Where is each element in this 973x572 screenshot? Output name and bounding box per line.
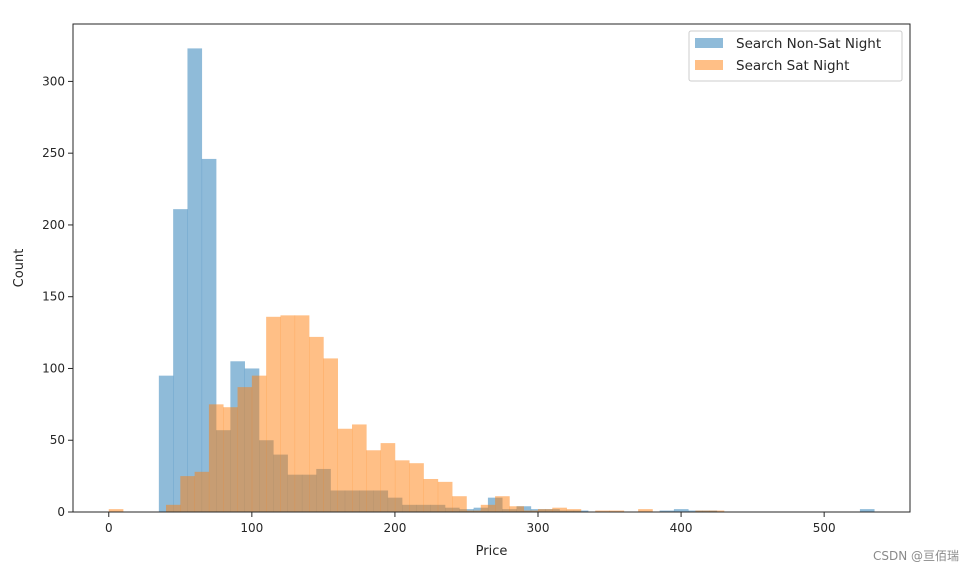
bar-non-sat-night-385: [659, 510, 675, 512]
y-axis-label: Count: [12, 249, 27, 288]
bar-sat-night-270: [495, 496, 510, 512]
bar-sat-night-40: [166, 504, 181, 512]
y-tick-label-50: 50: [50, 433, 65, 447]
bar-sat-night-410: [695, 510, 710, 512]
bar-sat-night-170: [352, 424, 367, 512]
y-axis-ticks: 0 50 100 150 200 250 300: [42, 74, 73, 519]
x-tick-label-200: 200: [383, 521, 406, 535]
legend-label-non-sat-night: Search Non-Sat Night: [736, 36, 881, 52]
bar-sat-night-280: [509, 506, 524, 512]
bar-sat-night-190: [380, 443, 396, 512]
bar-sat-night-130: [294, 315, 310, 512]
legend-label-sat-night: Search Sat Night: [736, 58, 849, 74]
bar-sat-night-90: [237, 387, 253, 512]
bar-sat-night-370: [638, 509, 653, 512]
y-tick-label-300: 300: [42, 74, 65, 88]
watermark: CSDN @亘佰瑞: [872, 549, 959, 563]
x-tick-label-300: 300: [527, 521, 550, 535]
bar-non-sat-night-55: [187, 48, 203, 513]
bar-non-sat-night-45: [173, 209, 188, 512]
bar-sat-night-120: [280, 315, 296, 512]
x-axis-label: Price: [476, 544, 508, 559]
plot-area-frame: [72, 23, 911, 513]
x-axis-ticks: 0 100 200 300 400 500: [105, 512, 836, 535]
bar-sat-night-140: [309, 336, 324, 512]
bar-sat-night-50: [180, 476, 195, 512]
bar-sat-night-290: [523, 510, 539, 512]
bar-sat-night-300: [538, 509, 553, 512]
legend: Search Non-Sat Night Search Sat Night: [688, 30, 903, 82]
y-tick-label-150: 150: [42, 290, 65, 304]
bar-sat-night-210: [409, 463, 424, 512]
bar-sat-night-180: [366, 450, 381, 512]
bar-sat-night-150: [323, 358, 338, 512]
x-tick-label-500: 500: [813, 521, 836, 535]
y-tick-label-100: 100: [42, 361, 65, 375]
bar-sat-night-160: [337, 428, 353, 512]
legend-swatch-non-sat-night: [695, 38, 723, 48]
x-tick-label-100: 100: [240, 521, 263, 535]
y-tick-label-0: 0: [57, 505, 65, 519]
x-tick-label-400: 400: [670, 521, 693, 535]
bar-non-sat-night-525: [859, 509, 875, 512]
bar-sat-night-340: [595, 510, 610, 512]
bar-sat-night-310: [552, 507, 567, 512]
bar-sat-night-100: [251, 375, 267, 512]
bar-sat-night-110: [266, 316, 281, 512]
bar-sat-night-0: [108, 509, 124, 512]
bar-sat-night-420: [709, 510, 725, 512]
bar-sat-night-240: [452, 496, 467, 512]
y-tick-label-250: 250: [42, 146, 65, 160]
bar-sat-night-320: [566, 509, 582, 512]
bar-sat-night-60: [194, 471, 210, 512]
legend-box: [688, 30, 903, 82]
legend-swatch-sat-night: [695, 60, 723, 70]
bar-sat-night-220: [423, 478, 439, 512]
bar-sat-night-230: [437, 481, 453, 512]
bar-sat-night-80: [223, 407, 238, 512]
series-sat-night-bars: [108, 315, 725, 512]
bar-sat-night-250: [466, 510, 482, 512]
bar-non-sat-night-395: [673, 509, 689, 512]
bar-sat-night-200: [394, 460, 410, 512]
bar-sat-night-350: [609, 510, 625, 512]
bar-sat-night-260: [480, 504, 496, 512]
bar-sat-night-70: [208, 404, 224, 512]
y-tick-label-200: 200: [42, 218, 65, 232]
bar-non-sat-night-35: [158, 375, 174, 512]
x-tick-label-0: 0: [105, 521, 113, 535]
